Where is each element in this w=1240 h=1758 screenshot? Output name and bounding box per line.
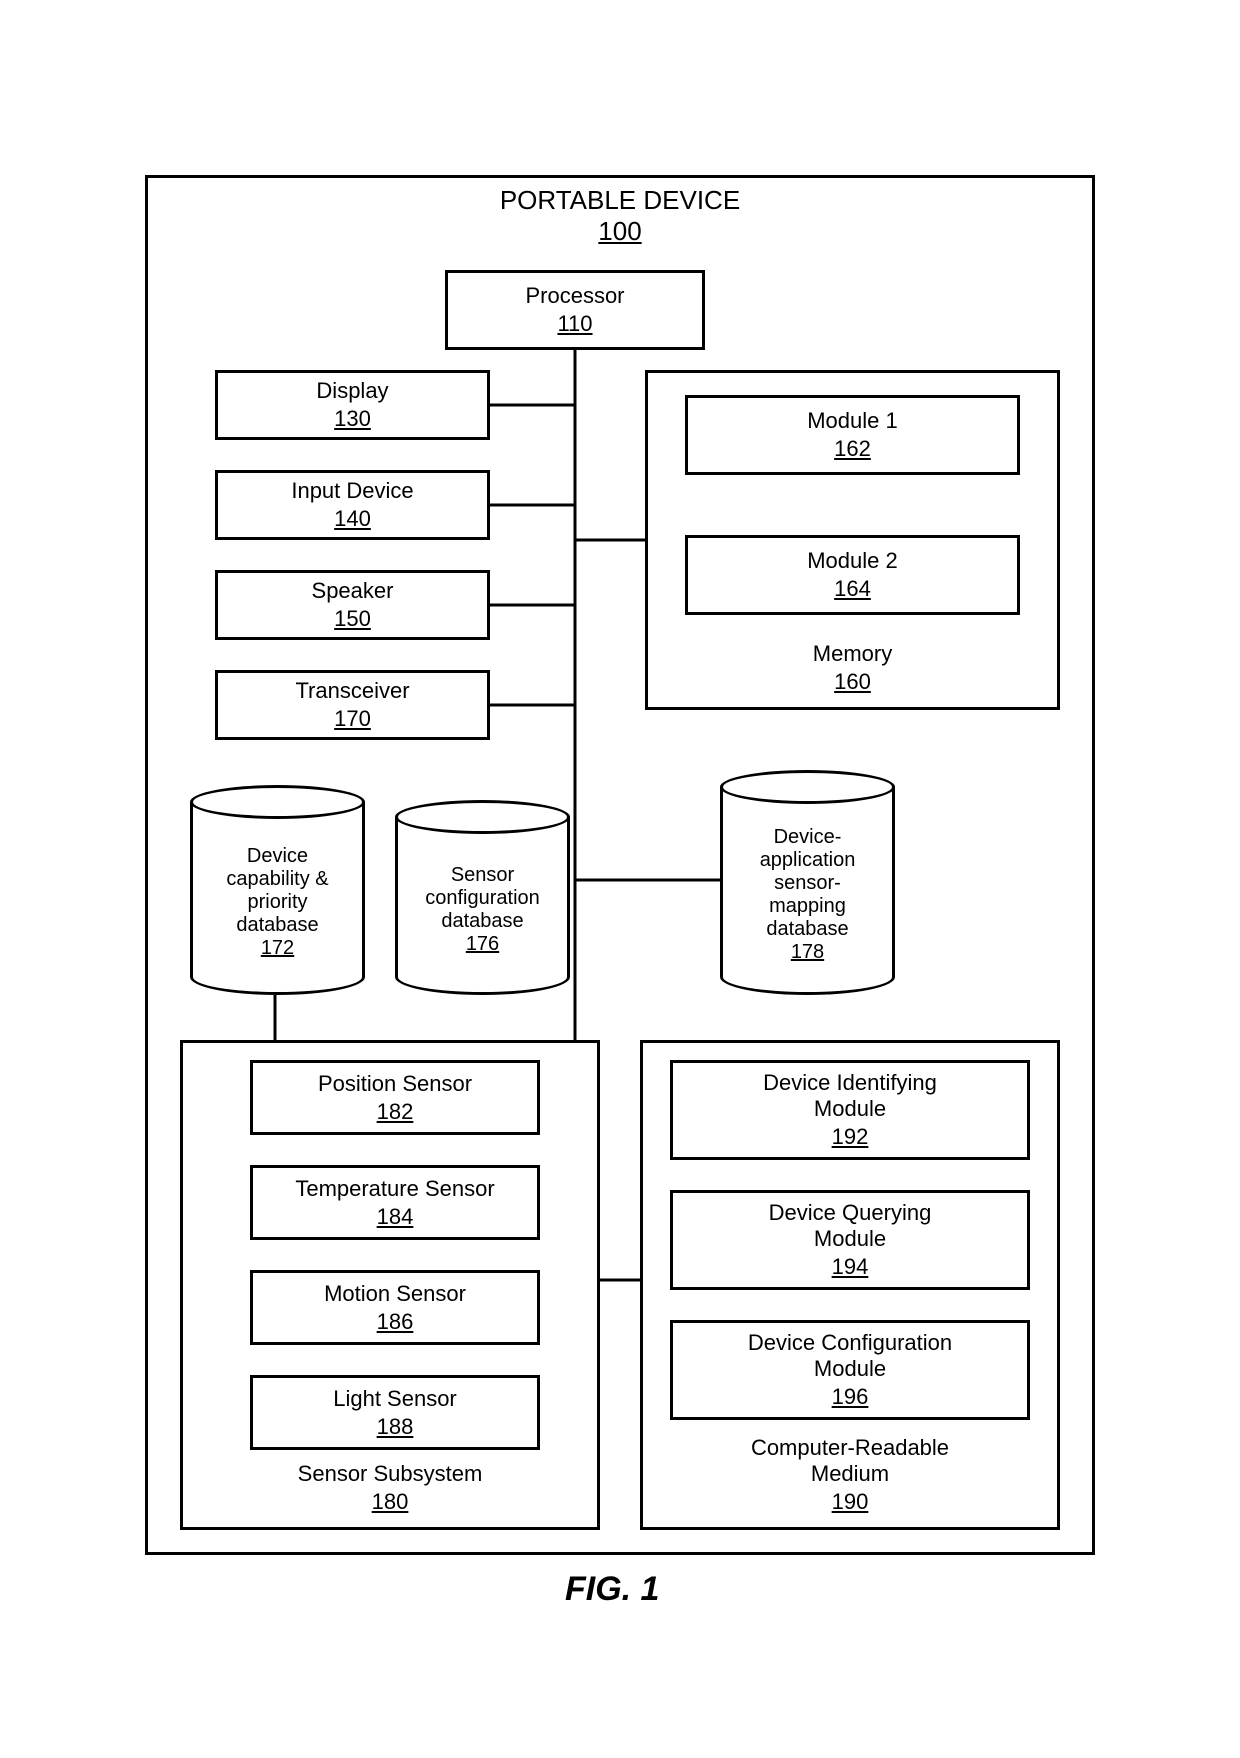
outer-title: PORTABLE DEVICE 100 <box>420 185 820 247</box>
module2-label: Module 2 <box>807 548 898 574</box>
db172-cylinder: Devicecapability &prioritydatabase172 <box>190 785 365 995</box>
outer-title-num: 100 <box>420 216 820 247</box>
sensor_sub-label: Sensor Subsystem <box>298 1461 483 1487</box>
input-label: Input Device <box>291 478 413 504</box>
dev_id-label-1: Device Identifying <box>763 1070 937 1096</box>
display-box: Display130 <box>215 370 490 440</box>
memory-label: Memory <box>813 641 892 667</box>
db178-cylinder: Device-applicationsensor-mappingdatabase… <box>720 770 895 995</box>
dev_config-num: 196 <box>832 1384 869 1410</box>
db172-line-0: Device <box>247 845 308 868</box>
db176-cylinder: Sensorconfigurationdatabase176 <box>395 800 570 995</box>
db178-line-0: Device- <box>774 826 842 849</box>
dev-config-box: Device ConfigurationModule196 <box>670 1320 1030 1420</box>
temp_sensor-num: 184 <box>377 1204 414 1230</box>
db178-line-1: application <box>760 849 856 872</box>
dev_id-label-2: Module <box>814 1096 886 1122</box>
crm-num: 190 <box>832 1489 869 1515</box>
dev-id-box: Device IdentifyingModule192 <box>670 1060 1030 1160</box>
dev_id-num: 192 <box>832 1124 869 1150</box>
input-box: Input Device140 <box>215 470 490 540</box>
pos_sensor-label: Position Sensor <box>318 1071 472 1097</box>
module1-box: Module 1162 <box>685 395 1020 475</box>
crm-label-2: Medium <box>811 1461 889 1487</box>
module1-label: Module 1 <box>807 408 898 434</box>
memory-num: 160 <box>834 669 871 695</box>
speaker-box: Speaker150 <box>215 570 490 640</box>
display-label: Display <box>316 378 388 404</box>
temp-sensor-box: Temperature Sensor184 <box>250 1165 540 1240</box>
display-num: 130 <box>334 406 371 432</box>
module2-box: Module 2164 <box>685 535 1020 615</box>
processor-box: Processor110 <box>445 270 705 350</box>
input-num: 140 <box>334 506 371 532</box>
module1-num: 162 <box>834 436 871 462</box>
dev_query-num: 194 <box>832 1254 869 1280</box>
pos_sensor-num: 182 <box>377 1099 414 1125</box>
db178-line-4: database <box>766 918 848 941</box>
speaker-num: 150 <box>334 606 371 632</box>
light-sensor-box: Light Sensor188 <box>250 1375 540 1450</box>
db172-line-2: priority <box>247 891 307 914</box>
db172-num: 172 <box>261 937 294 960</box>
figure-caption: FIG. 1 <box>565 1570 659 1609</box>
motion_sensor-label: Motion Sensor <box>324 1281 466 1307</box>
db176-line-0: Sensor <box>451 864 514 887</box>
light_sensor-num: 188 <box>377 1414 414 1440</box>
transceiver-num: 170 <box>334 706 371 732</box>
pos-sensor-box: Position Sensor182 <box>250 1060 540 1135</box>
db172-line-1: capability & <box>226 868 328 891</box>
outer-title-label: PORTABLE DEVICE <box>500 185 740 215</box>
transceiver-box: Transceiver170 <box>215 670 490 740</box>
speaker-label: Speaker <box>312 578 394 604</box>
page: PORTABLE DEVICE 100 Memory160 Sensor Subs… <box>0 0 1240 1758</box>
motion-sensor-box: Motion Sensor186 <box>250 1270 540 1345</box>
crm-label-1: Computer-Readable <box>751 1435 949 1461</box>
light_sensor-label: Light Sensor <box>333 1386 457 1412</box>
transceiver-label: Transceiver <box>295 678 409 704</box>
dev_config-label-1: Device Configuration <box>748 1330 952 1356</box>
db178-line-2: sensor- <box>774 872 841 895</box>
dev-query-box: Device QueryingModule194 <box>670 1190 1030 1290</box>
module2-num: 164 <box>834 576 871 602</box>
temp_sensor-label: Temperature Sensor <box>295 1176 494 1202</box>
processor-label: Processor <box>525 283 624 309</box>
db176-num: 176 <box>466 933 499 956</box>
db178-num: 178 <box>791 941 824 964</box>
db178-line-3: mapping <box>769 895 846 918</box>
db172-line-3: database <box>236 914 318 937</box>
dev_query-label-1: Device Querying <box>769 1200 932 1226</box>
dev_config-label-2: Module <box>814 1356 886 1382</box>
dev_query-label-2: Module <box>814 1226 886 1252</box>
db176-line-2: database <box>441 910 523 933</box>
db176-line-1: configuration <box>425 887 540 910</box>
motion_sensor-num: 186 <box>377 1309 414 1335</box>
processor-num: 110 <box>557 311 592 337</box>
sensor_sub-num: 180 <box>372 1489 409 1515</box>
